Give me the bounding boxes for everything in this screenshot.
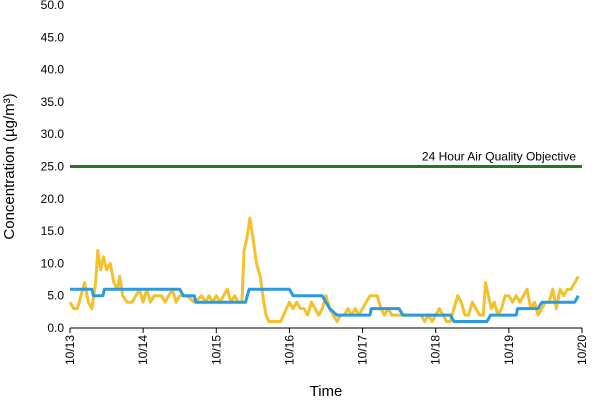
x-tick-label: 10/19 [502,335,516,365]
y-tick-label: 20.0 [41,192,65,206]
x-tick-label: 10/14 [136,335,150,365]
y-tick-label: 25.0 [41,160,65,174]
x-tick-label: 10/16 [282,335,296,365]
y-tick-label: 30.0 [41,127,65,141]
y-tick-label: 5.0 [47,289,64,303]
y-axis-ticks: 0.0 5.0 10.0 15.0 20.0 25.0 30.0 35.0 40.0 45.0 50… [41,0,65,335]
y-tick-label: 40.0 [41,63,65,77]
y-tick-label: 45.0 [41,30,65,44]
y-tick-label: 0.0 [47,321,64,335]
x-axis-title: Time [310,383,343,400]
y-tick-label: 35.0 [41,95,65,109]
x-tick-label: 10/13 [63,335,77,365]
series-line-1 [68,216,580,323]
x-tick-label: 10/20 [575,335,589,365]
series-group [68,216,580,323]
x-tick-label: 10/17 [356,335,370,365]
objective-label: 24 Hour Air Quality Objective [422,150,576,164]
x-tick-label: 10/18 [429,335,443,365]
y-tick-label: 50.0 [41,0,65,12]
y-tick-label: 15.0 [41,224,65,238]
x-tick-label: 10/15 [209,335,223,365]
series-line-2 [70,287,580,323]
y-axis-title: Concentration (µg/m³) [1,93,18,239]
x-axis-ticks: 10/13 10/14 10/15 10/16 10/17 10/18 10/19 10/20 [63,328,589,365]
y-tick-label: 10.0 [41,256,65,270]
